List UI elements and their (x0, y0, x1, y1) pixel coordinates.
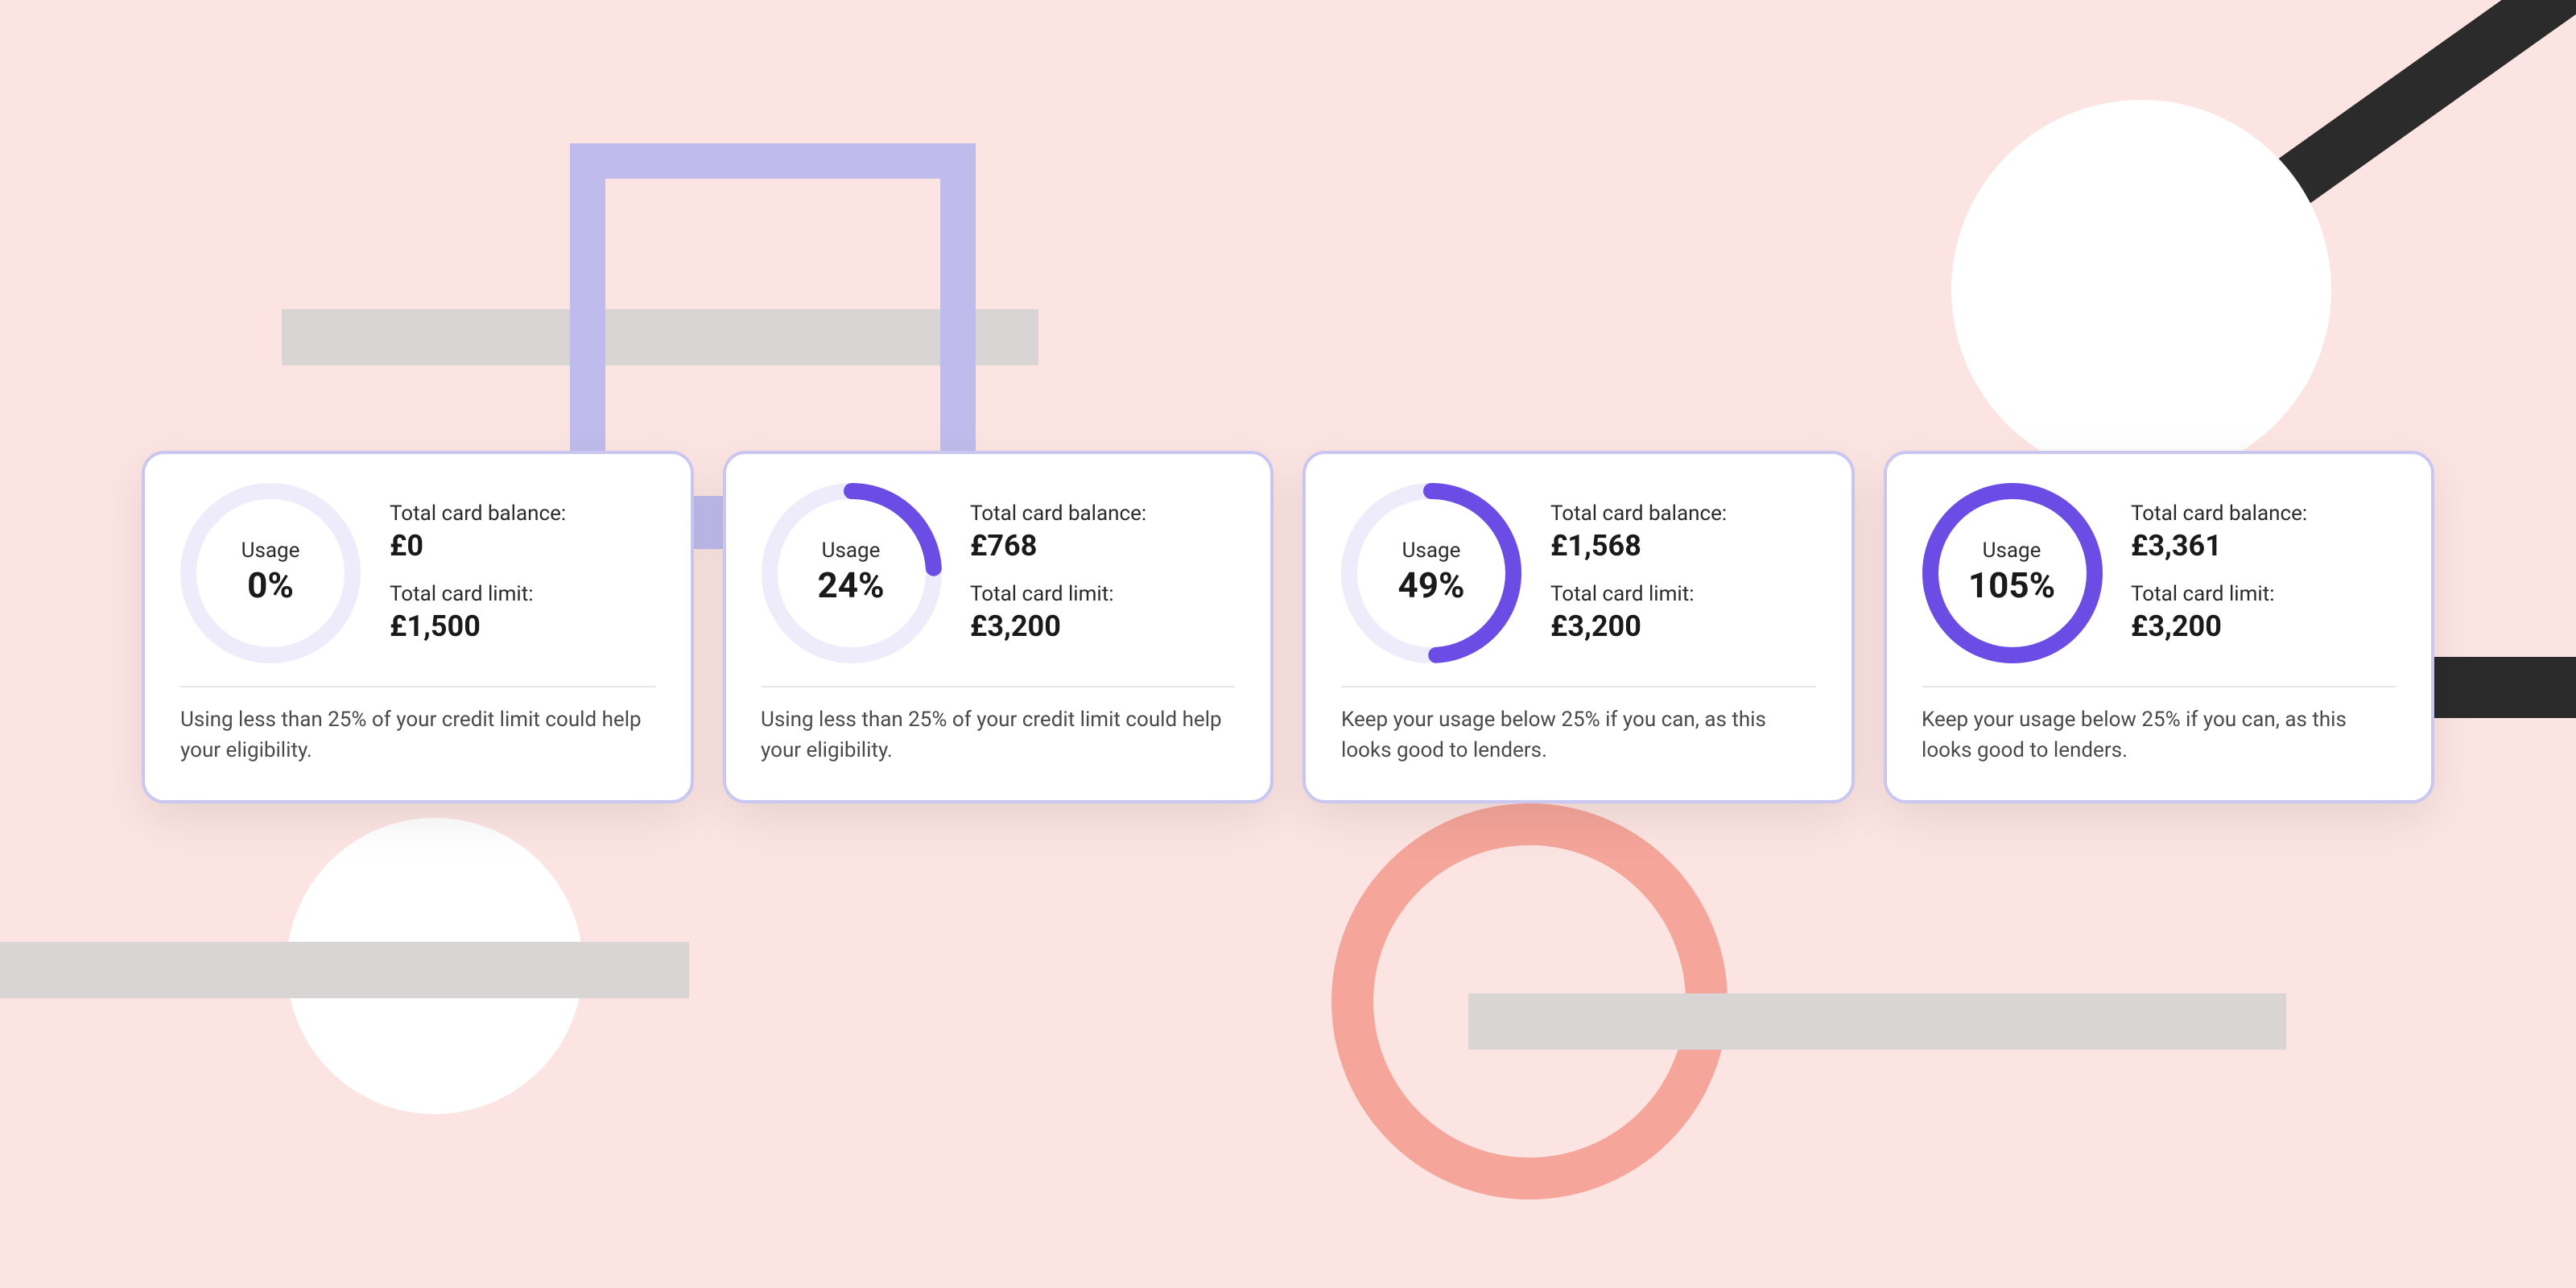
usage-card: Usage105%Total card balance:£3,361Total … (1883, 451, 2434, 803)
card-top: Usage105%Total card balance:£3,361Total … (1922, 483, 2396, 663)
limit-label: Total card limit: (2131, 583, 2307, 607)
balance-value: £768 (970, 530, 1146, 564)
balance-value: £1,568 (1550, 530, 1727, 564)
limit-label: Total card limit: (1550, 583, 1727, 607)
balance-block: Total card balance: £3,361 (2131, 502, 2307, 564)
balance-label: Total card balance: (390, 502, 566, 526)
usage-label: Usage (1983, 539, 2041, 564)
card-top: Usage49%Total card balance:£1,568Total c… (1341, 483, 1815, 663)
limit-block: Total card limit: £3,200 (1550, 583, 1727, 644)
usage-label: Usage (822, 539, 881, 564)
usage-donut: Usage 24% (761, 483, 941, 663)
balance-block: Total card balance: £0 (390, 502, 566, 564)
balance-block: Total card balance: £1,568 (1550, 502, 1727, 564)
usage-card: Usage 0% Total card balance: £0 Total card l… (142, 451, 693, 803)
balance-value: £0 (390, 530, 566, 564)
usage-value: 0% (247, 567, 294, 607)
balance-label: Total card balance: (1550, 502, 1727, 526)
tip-text: Using less than 25% of your credit limit… (761, 707, 1235, 767)
balance-value: £3,361 (2131, 530, 2307, 564)
card-top: Usage 0% Total card balance: £0 Total card l… (180, 483, 654, 663)
tip-text: Using less than 25% of your credit limit… (180, 707, 654, 767)
card-stats: Total card balance: £1,568 Total card limi… (1550, 502, 1727, 644)
usage-value: 49% (1397, 567, 1464, 607)
limit-block: Total card limit: £3,200 (2131, 583, 2307, 644)
usage-donut: Usage 0% (180, 483, 361, 663)
usage-value: 105% (1968, 567, 2055, 607)
card-top: Usage24%Total card balance:£768Total car… (761, 483, 1235, 663)
divider (761, 686, 1235, 687)
divider (1341, 686, 1815, 687)
divider (1922, 686, 2396, 687)
card-stats: Total card balance: £768 Total card limit:… (970, 502, 1146, 644)
balance-label: Total card balance: (2131, 502, 2307, 526)
limit-block: Total card limit: £1,500 (390, 583, 566, 644)
donut-center: Usage 0% (180, 483, 361, 663)
balance-block: Total card balance: £768 (970, 502, 1146, 564)
usage-card: Usage24%Total card balance:£768Total car… (722, 451, 1274, 803)
cards-row: Usage 0% Total card balance: £0 Total card l… (142, 451, 2434, 803)
usage-label: Usage (242, 539, 300, 564)
limit-label: Total card limit: (390, 583, 566, 607)
donut-center: Usage 105% (1922, 483, 2102, 663)
usage-donut: Usage 105% (1922, 483, 2102, 663)
limit-label: Total card limit: (970, 583, 1146, 607)
limit-value: £1,500 (390, 610, 566, 644)
usage-value: 24% (817, 567, 884, 607)
usage-label: Usage (1402, 539, 1461, 564)
donut-center: Usage 24% (761, 483, 941, 663)
limit-value: £3,200 (2131, 610, 2307, 644)
card-stats: Total card balance: £3,361 Total card limi… (2131, 502, 2307, 644)
limit-block: Total card limit: £3,200 (970, 583, 1146, 644)
usage-card: Usage49%Total card balance:£1,568Total c… (1302, 451, 1854, 803)
limit-value: £3,200 (970, 610, 1146, 644)
limit-value: £3,200 (1550, 610, 1727, 644)
tip-text: Keep your usage below 25% if you can, as… (1922, 707, 2396, 767)
divider (180, 686, 654, 687)
donut-center: Usage 49% (1341, 483, 1521, 663)
card-stats: Total card balance: £0 Total card limit: £1… (390, 502, 566, 644)
tip-text: Keep your usage below 25% if you can, as… (1341, 707, 1815, 767)
stage: Usage 0% Total card balance: £0 Total card l… (0, 0, 2576, 1288)
balance-label: Total card balance: (970, 502, 1146, 526)
usage-donut: Usage 49% (1341, 483, 1521, 663)
